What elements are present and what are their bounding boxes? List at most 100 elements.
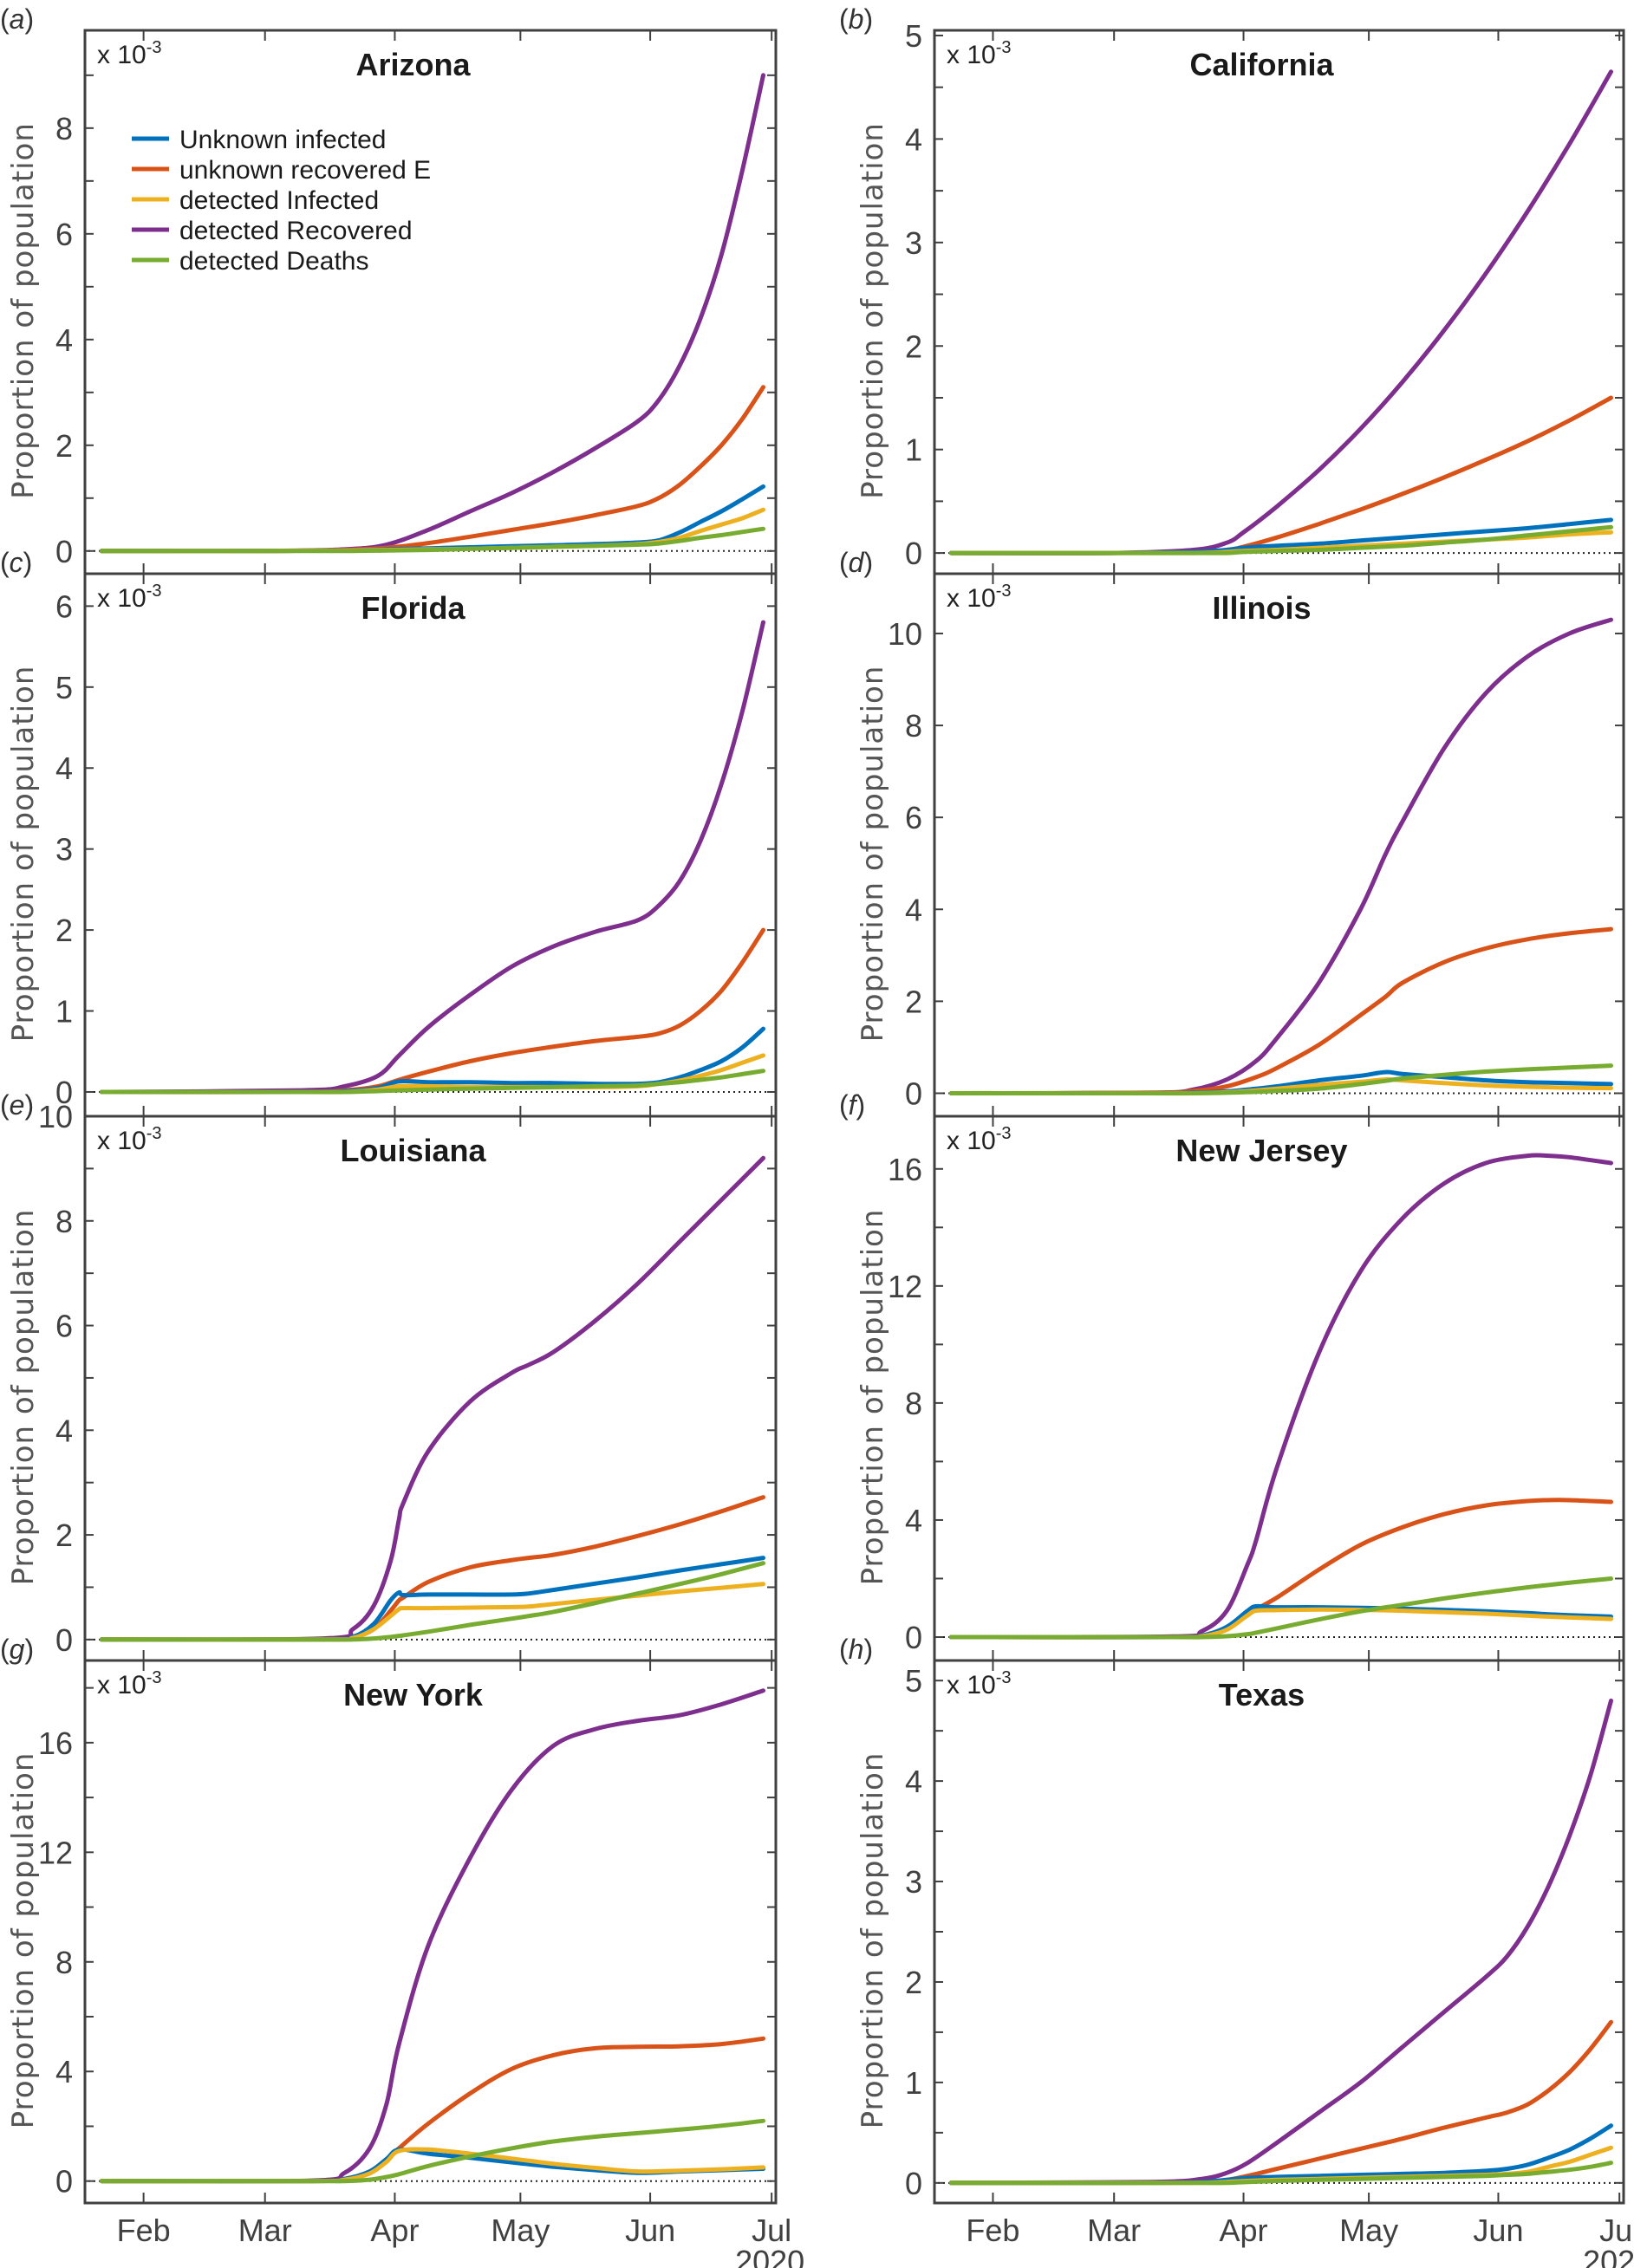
x-tick-label: May <box>491 2213 550 2248</box>
panel-title: Florida <box>361 590 465 626</box>
y-tick-label: 12 <box>38 1835 73 1870</box>
y-tick-label: 2 <box>55 1517 73 1553</box>
series-line-detected-recovered <box>948 1153 1613 1640</box>
y-multiplier-base: x 10 <box>97 41 146 69</box>
series-line-unknown-recovered-e <box>99 2036 765 2184</box>
y-tick-label: 12 <box>888 1269 922 1304</box>
series-line-unknown-recovered-e <box>948 2019 1613 2186</box>
y-tick-label: 4 <box>55 1413 73 1448</box>
x-tick-label: Mar <box>238 2213 292 2248</box>
y-tick-label: 1 <box>55 994 73 1030</box>
y-tick-label: 0 <box>905 1620 922 1655</box>
y-axis-label: Proportion of population <box>856 1752 890 2129</box>
panel-title: Louisiana <box>340 1133 486 1168</box>
panel-letter-char: c <box>10 547 23 578</box>
y-multiplier-base: x 10 <box>947 1127 996 1155</box>
y-tick-label: 4 <box>905 121 922 157</box>
x-tick-label: Apr <box>370 2213 419 2248</box>
axes-box <box>933 1659 1625 2205</box>
y-multiplier: x 10-3 <box>947 38 1012 69</box>
x-tick-label: Jun <box>1473 2213 1523 2248</box>
y-tick-label: 8 <box>905 708 922 744</box>
y-tick-label: 16 <box>38 1725 73 1761</box>
series-line-detected-recovered <box>948 69 1613 556</box>
series-line-detected-recovered <box>948 1698 1613 2186</box>
panel-letter-char: b <box>849 3 864 35</box>
panel-letter-close: ) <box>24 3 34 35</box>
x-year-label: 2020 <box>735 2244 804 2268</box>
y-tick-label: 8 <box>905 1386 922 1421</box>
panel-letter-close: ) <box>24 1634 34 1665</box>
y-axis-label: Proportion of population <box>6 122 41 499</box>
y-multiplier-exponent: -3 <box>146 1668 162 1687</box>
y-tick-label: 2 <box>905 1965 922 2000</box>
y-tick-label: 4 <box>55 751 73 786</box>
series-line-unknown-recovered-e <box>99 927 765 1095</box>
panel-title: Texas <box>1219 1677 1305 1712</box>
y-tick-label: 6 <box>55 588 73 624</box>
y-tick-label: 4 <box>905 1503 922 1538</box>
panel-louisiana: 0 2 4 6 8 10 Proportion of population x 10-3 Lou… <box>0 1089 778 1662</box>
legend-entry: detected Recovered <box>179 217 413 245</box>
y-tick-label: 10 <box>888 616 922 652</box>
panel-title: California <box>1189 47 1334 82</box>
y-multiplier-exponent: -3 <box>996 1668 1012 1687</box>
y-tick-label: 3 <box>905 225 922 261</box>
panel-letter: (c) <box>0 547 32 578</box>
y-tick-label: 5 <box>905 18 922 54</box>
y-tick-label: 2 <box>905 984 922 1019</box>
legend-entry: detected Deaths <box>179 247 368 276</box>
y-multiplier-base: x 10 <box>97 584 146 613</box>
panel-arizona: 0 2 4 6 8 Proportion of population x 10-3 Arizo… <box>0 3 778 575</box>
panel-texas: 0 1 2 3 4 5 Proportion of population x 10-3 Texa… <box>839 1634 1634 2268</box>
panel-florida: 0 1 2 3 4 5 6 Proportion of population x 10-3 Flo… <box>0 547 778 1118</box>
series-line-detected-deaths <box>948 1063 1613 1096</box>
panel-letter: (h) <box>839 1634 873 1665</box>
series-line-detected-deaths <box>99 1069 765 1095</box>
y-tick-label: 2 <box>55 913 73 948</box>
y-multiplier-base: x 10 <box>97 1671 146 1699</box>
y-tick-label: 6 <box>55 217 73 252</box>
y-tick-label: 1 <box>905 432 922 468</box>
y-multiplier-base: x 10 <box>947 1671 996 1699</box>
series-line-detected-recovered <box>99 1155 765 1642</box>
panel-letter-close: ) <box>863 547 873 578</box>
y-tick-label: 0 <box>55 1075 73 1110</box>
panel-letter: (g) <box>0 1634 34 1665</box>
axes-box <box>83 572 778 1118</box>
y-multiplier: x 10-3 <box>947 1124 1012 1155</box>
series-line-detected-recovered <box>99 1688 765 2184</box>
y-tick-label: 8 <box>55 1945 73 1980</box>
panel-letter-char: e <box>10 1089 25 1121</box>
y-tick-label: 0 <box>55 2164 73 2200</box>
panel-letter-close: ) <box>24 1089 34 1121</box>
y-tick-label: 0 <box>905 536 922 571</box>
y-multiplier-exponent: -3 <box>146 1124 162 1143</box>
y-tick-label: 3 <box>55 832 73 868</box>
y-axis-label: Proportion of population <box>6 666 41 1043</box>
y-tick-label: 4 <box>55 322 73 358</box>
series-line-unknown-infected <box>99 1556 765 1642</box>
series-line-detected-deaths <box>948 524 1613 556</box>
y-multiplier: x 10-3 <box>97 38 162 69</box>
y-multiplier: x 10-3 <box>97 1124 162 1155</box>
series-line-detected-deaths <box>99 1561 765 1642</box>
y-tick-label: 2 <box>905 328 922 364</box>
panel-letter-close: ) <box>23 547 33 578</box>
axes-box <box>933 29 1625 575</box>
y-multiplier-base: x 10 <box>947 584 996 613</box>
y-tick-label: 3 <box>905 1864 922 1900</box>
series-line-detected-infected <box>99 1053 765 1095</box>
series-line-detected-infected <box>948 2145 1613 2186</box>
panel-letter-close: ) <box>863 3 873 35</box>
panel-letter: (f) <box>839 1089 865 1121</box>
panel-california: 0 1 2 3 4 5 Proportion of population x 10-3 Cali… <box>839 3 1625 575</box>
x-tick-label: Jul <box>752 2213 791 2248</box>
y-tick-label: 5 <box>905 1663 922 1699</box>
x-tick-label: May <box>1339 2213 1398 2248</box>
panel-illinois: 0 2 4 6 8 10 Proportion of population x 10-3 Ill… <box>839 547 1625 1118</box>
panel-title: Illinois <box>1212 590 1311 626</box>
